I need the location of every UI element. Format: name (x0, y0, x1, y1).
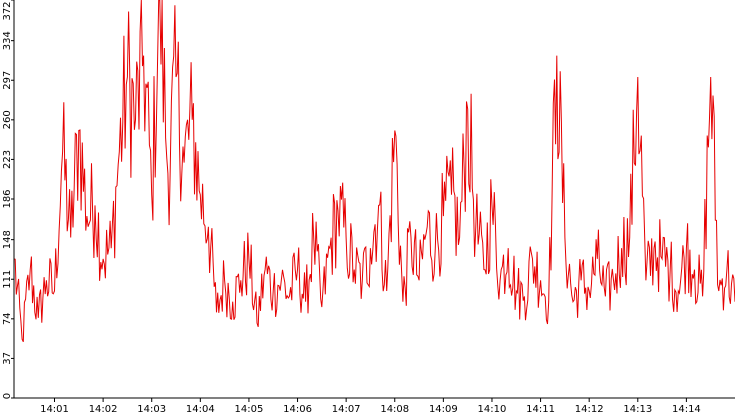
y-tick-label: 260 (2, 110, 13, 129)
x-tick-label: 14:06 (283, 404, 312, 415)
x-tick-label: 14:02 (89, 404, 118, 415)
x-tick-label: 14:05 (235, 404, 264, 415)
x-tick-label: 14:01 (40, 404, 69, 415)
series-line (13, 0, 735, 343)
y-tick-label: 334 (2, 31, 13, 50)
x-tick-label: 14:11 (526, 404, 555, 415)
x-tick-label: 14:03 (137, 404, 166, 415)
x-tick-label: 14:14 (672, 404, 701, 415)
x-axis: 14:01 14:02 14:03 14:04 14:05 14:06 14:07 14:08… (14, 397, 735, 415)
y-tick-label: 111 (2, 270, 13, 289)
x-tick-label: 14:10 (478, 404, 507, 415)
y-tick-label: 223 (2, 150, 13, 169)
y-tick-label: 37 (2, 352, 13, 365)
x-tick-label: 14:13 (623, 404, 652, 415)
y-tick-label: 74 (2, 312, 13, 325)
y-axis: 0 37 74 111 148 186 223 260 297 334 372 (2, 0, 15, 399)
plot-area (13, 0, 735, 343)
y-tick-label: 372 (2, 1, 13, 20)
y-tick-label: 0 (2, 393, 13, 399)
x-tick-label: 14:09 (429, 404, 458, 415)
x-tick-label: 14:07 (332, 404, 361, 415)
x-tick-label: 14:08 (380, 404, 409, 415)
y-tick-label: 297 (2, 71, 13, 90)
y-tick-label: 148 (2, 230, 13, 249)
y-tick-label: 186 (2, 189, 13, 208)
x-tick-label: 14:04 (186, 404, 215, 415)
x-tick-label: 14:12 (575, 404, 604, 415)
